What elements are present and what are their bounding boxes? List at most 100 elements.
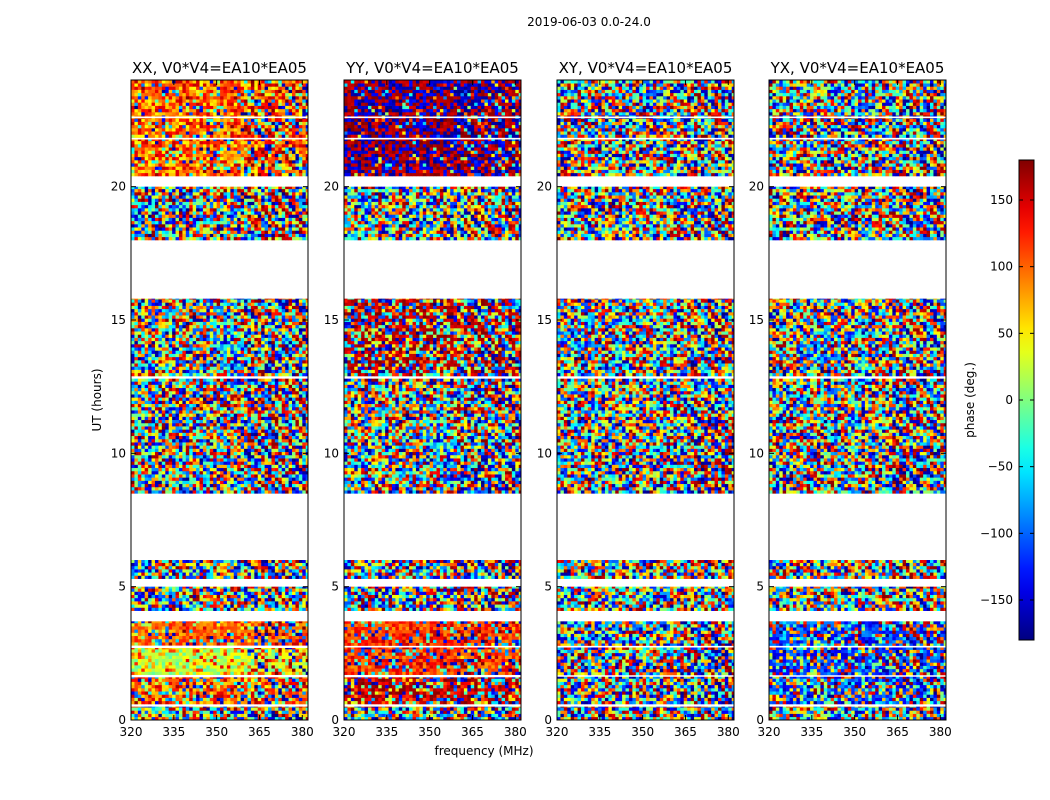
x-tick-label: 350: [205, 725, 228, 739]
y-tick-label: 10: [111, 446, 126, 460]
figure-suptitle: 2019-06-03 0.0-24.0: [527, 15, 651, 29]
colorbar-tick-label: −150: [980, 593, 1013, 607]
data-band: [769, 706, 946, 720]
x-tick-label: 335: [162, 725, 185, 739]
data-band: [557, 378, 734, 494]
y-tick-label: 10: [324, 446, 339, 460]
x-tick-label: 365: [886, 725, 909, 739]
y-tick-label: 15: [324, 313, 339, 327]
data-band: [131, 621, 308, 646]
x-tick-label: 335: [375, 725, 398, 739]
data-band: [557, 80, 734, 177]
data-band: [344, 560, 521, 579]
y-tick-label: 20: [324, 180, 339, 194]
x-axis-label: frequency (MHz): [434, 744, 533, 758]
colorbar-tick-label: −50: [988, 460, 1013, 474]
panels: XX, V0*V4=EA10*EA05 320 335 350 365 380 0 5 10 15…: [111, 59, 952, 739]
data-band: [769, 560, 946, 579]
y-tick-label: 15: [537, 313, 552, 327]
panel-frame: [556, 79, 735, 721]
data-band: [769, 80, 946, 177]
data-band: [344, 80, 521, 177]
panel-4: YX, V0*V4=EA10*EA05 320 335 350 365 380 0 5 10 15…: [749, 59, 952, 739]
y-tick-label: 20: [111, 180, 126, 194]
data-band: [344, 378, 521, 494]
phase-image: [557, 80, 734, 720]
data-band: [557, 706, 734, 720]
data-band: [131, 298, 308, 377]
colorbar-label: phase (deg.): [963, 362, 977, 438]
colorbar-tick-label: 50: [998, 326, 1013, 340]
x-tick-label: 380: [717, 725, 740, 739]
panel-frame: [768, 79, 947, 721]
colorbar: −150 −100 −50 0 50 100 150: [980, 159, 1035, 641]
panel-3: XY, V0*V4=EA10*EA05 320 335 350 365 380 0 5 10 15…: [537, 59, 740, 739]
data-band: [557, 621, 734, 705]
panel-frame: [343, 79, 522, 721]
x-tick-label: 365: [461, 725, 484, 739]
y-tick-label: 20: [537, 180, 552, 194]
y-tick-label: 15: [749, 313, 764, 327]
panel-title: YY, V0*V4=EA10*EA05: [345, 59, 519, 77]
x-tick-label: 320: [333, 725, 356, 739]
panel-title: XY, V0*V4=EA10*EA05: [559, 59, 733, 77]
panel-1: XX, V0*V4=EA10*EA05 320 335 350 365 380 0 5 10 15…: [111, 59, 314, 739]
x-tick-label: 365: [248, 725, 271, 739]
x-tick-label: 350: [843, 725, 866, 739]
data-band: [557, 560, 734, 579]
y-axis-label: UT (hours): [90, 368, 104, 431]
y-tick-label: 5: [544, 580, 552, 594]
x-tick-label: 320: [758, 725, 781, 739]
x-tick-label: 380: [929, 725, 952, 739]
x-tick-label: 365: [674, 725, 697, 739]
x-tick-label: 335: [588, 725, 611, 739]
data-band: [131, 586, 308, 611]
y-tick-label: 5: [331, 580, 339, 594]
data-band: [131, 706, 308, 720]
phase-image: [344, 80, 521, 720]
colorbar-tick-label: −100: [980, 526, 1013, 540]
y-tick-label: 0: [118, 713, 126, 727]
data-band: [344, 186, 521, 241]
x-tick-label: 380: [291, 725, 314, 739]
x-tick-label: 380: [504, 725, 527, 739]
y-tick-label: 10: [749, 446, 764, 460]
data-band: [557, 586, 734, 611]
data-band: [769, 586, 946, 611]
data-band: [131, 677, 308, 705]
data-band: [769, 378, 946, 494]
x-tick-label: 350: [418, 725, 441, 739]
phase-image: [131, 80, 308, 720]
x-tick-label: 335: [800, 725, 823, 739]
data-band: [131, 560, 308, 579]
panel-title: XX, V0*V4=EA10*EA05: [132, 59, 307, 77]
y-tick-label: 10: [537, 446, 552, 460]
data-band: [344, 677, 521, 705]
x-tick-label: 320: [120, 725, 143, 739]
data-band: [131, 186, 308, 241]
phase-image: [769, 80, 946, 720]
data-band: [344, 586, 521, 611]
data-band: [131, 80, 308, 177]
y-tick-label: 15: [111, 313, 126, 327]
panel-2: YY, V0*V4=EA10*EA05 320 335 350 365 380 0 5 10 15…: [324, 59, 527, 739]
colorbar-tick-label: 100: [990, 260, 1013, 274]
data-band: [769, 186, 946, 241]
data-band: [344, 298, 521, 377]
y-tick-label: 0: [544, 713, 552, 727]
y-tick-label: 0: [331, 713, 339, 727]
y-tick-label: 5: [118, 580, 126, 594]
data-band: [557, 298, 734, 377]
data-band: [769, 298, 946, 377]
x-tick-label: 350: [631, 725, 654, 739]
data-band: [131, 378, 308, 494]
y-tick-label: 0: [756, 713, 764, 727]
colorbar-tick-label: 150: [990, 193, 1013, 207]
x-tick-label: 320: [546, 725, 569, 739]
data-band: [131, 648, 308, 675]
data-band: [769, 621, 946, 705]
y-tick-label: 5: [756, 580, 764, 594]
data-band: [344, 621, 521, 675]
y-tick-label: 20: [749, 180, 764, 194]
